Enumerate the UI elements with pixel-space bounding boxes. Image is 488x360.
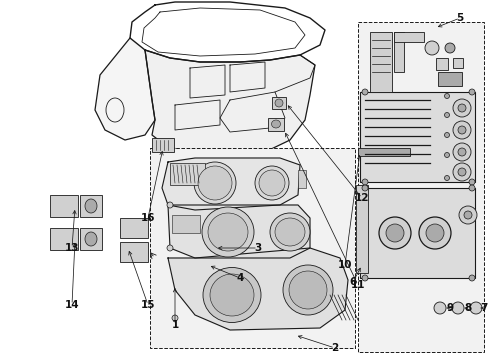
Ellipse shape	[167, 202, 173, 208]
Bar	[393, 32, 403, 72]
Bar	[437, 72, 461, 86]
Bar	[369, 32, 391, 92]
Ellipse shape	[444, 175, 448, 180]
Ellipse shape	[444, 132, 448, 138]
Bar	[393, 32, 423, 42]
Text: 16: 16	[141, 213, 155, 223]
Ellipse shape	[203, 267, 261, 323]
Ellipse shape	[457, 168, 465, 176]
Ellipse shape	[209, 274, 253, 316]
Ellipse shape	[433, 302, 445, 314]
Ellipse shape	[452, 121, 470, 139]
Ellipse shape	[444, 153, 448, 158]
Bar	[435, 58, 447, 70]
Ellipse shape	[207, 213, 247, 251]
Ellipse shape	[458, 206, 476, 224]
Text: 13: 13	[64, 243, 79, 253]
Ellipse shape	[85, 199, 97, 213]
Bar	[359, 188, 474, 278]
Ellipse shape	[259, 170, 285, 196]
Bar	[80, 195, 102, 217]
Ellipse shape	[468, 275, 474, 281]
Text: 10: 10	[337, 260, 351, 270]
Ellipse shape	[451, 302, 463, 314]
Ellipse shape	[361, 275, 367, 281]
Bar	[50, 195, 78, 217]
Ellipse shape	[457, 104, 465, 112]
Ellipse shape	[452, 163, 470, 181]
Ellipse shape	[452, 99, 470, 117]
Ellipse shape	[269, 213, 309, 251]
Text: 2: 2	[331, 343, 338, 353]
Ellipse shape	[424, 41, 438, 55]
Text: 3: 3	[254, 243, 261, 253]
Text: 12: 12	[354, 193, 368, 203]
Text: 11: 11	[350, 280, 365, 290]
Ellipse shape	[274, 99, 283, 107]
Text: 6: 6	[348, 277, 356, 287]
Ellipse shape	[418, 217, 450, 249]
Bar	[297, 170, 305, 188]
Ellipse shape	[283, 265, 332, 315]
Text: 1: 1	[171, 320, 178, 330]
Ellipse shape	[361, 179, 367, 185]
Text: 9: 9	[446, 303, 453, 313]
Ellipse shape	[194, 162, 236, 204]
Ellipse shape	[361, 185, 367, 191]
Ellipse shape	[274, 218, 305, 246]
Ellipse shape	[254, 166, 288, 200]
Ellipse shape	[457, 148, 465, 156]
Bar	[271, 97, 285, 109]
Text: 7: 7	[479, 303, 487, 313]
Ellipse shape	[468, 179, 474, 185]
Bar	[170, 163, 204, 185]
Ellipse shape	[172, 315, 178, 321]
Polygon shape	[95, 38, 155, 140]
Bar	[152, 138, 174, 152]
Ellipse shape	[378, 217, 410, 249]
Bar	[359, 92, 474, 182]
Bar	[357, 22, 483, 352]
Polygon shape	[162, 158, 299, 210]
Ellipse shape	[457, 126, 465, 134]
Text: 4: 4	[236, 273, 243, 283]
Ellipse shape	[444, 112, 448, 117]
Ellipse shape	[469, 302, 481, 314]
Bar	[120, 218, 148, 238]
Ellipse shape	[288, 271, 326, 309]
Bar	[150, 148, 354, 348]
Text: 5: 5	[455, 13, 463, 23]
Ellipse shape	[167, 245, 173, 251]
Ellipse shape	[444, 94, 448, 99]
Ellipse shape	[361, 89, 367, 95]
Ellipse shape	[271, 120, 280, 128]
Ellipse shape	[468, 89, 474, 95]
Ellipse shape	[202, 207, 253, 257]
Text: 14: 14	[64, 300, 79, 310]
Ellipse shape	[452, 143, 470, 161]
Polygon shape	[145, 50, 314, 155]
Bar	[172, 215, 200, 233]
Ellipse shape	[463, 211, 471, 219]
Bar	[357, 148, 409, 156]
Bar	[267, 118, 284, 131]
Ellipse shape	[385, 224, 403, 242]
Bar	[50, 228, 78, 250]
Bar	[355, 185, 367, 273]
Ellipse shape	[198, 166, 231, 200]
Bar	[452, 58, 462, 68]
Text: 15: 15	[141, 300, 155, 310]
Text: 8: 8	[464, 303, 470, 313]
Bar	[120, 242, 148, 262]
Ellipse shape	[468, 185, 474, 191]
Ellipse shape	[444, 43, 454, 53]
Polygon shape	[168, 205, 309, 258]
Bar	[80, 228, 102, 250]
Ellipse shape	[425, 224, 443, 242]
Ellipse shape	[85, 232, 97, 246]
Polygon shape	[168, 248, 347, 330]
